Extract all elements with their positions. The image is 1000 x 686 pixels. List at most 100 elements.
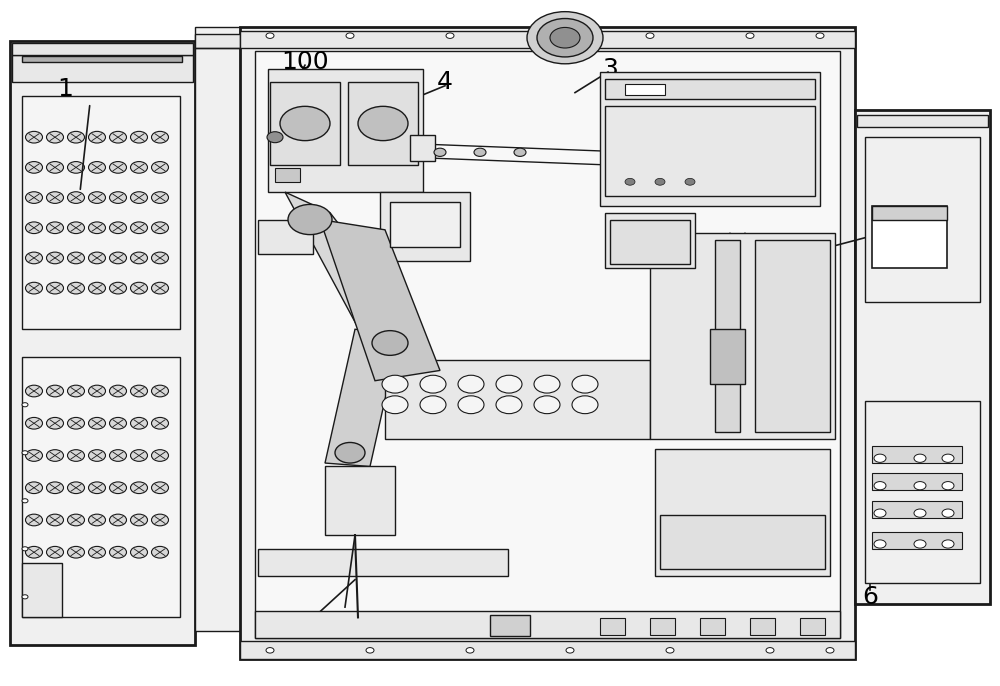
Circle shape [110,482,127,494]
Circle shape [110,385,127,397]
Circle shape [130,417,148,429]
Bar [325,466,395,535]
Bar [855,110,990,604]
Bar [750,618,775,635]
Circle shape [152,222,168,233]
Circle shape [942,482,954,490]
Bar [660,514,825,569]
Circle shape [914,454,926,462]
Circle shape [914,509,926,517]
Circle shape [68,482,85,494]
Circle shape [47,417,64,429]
Bar [275,168,300,182]
Circle shape [47,514,64,525]
Text: 5: 5 [892,215,908,238]
Text: 4: 4 [437,71,453,94]
Bar [258,549,508,576]
Circle shape [68,417,85,429]
Circle shape [420,375,446,393]
Circle shape [152,385,168,397]
Bar [348,82,418,165]
Circle shape [130,482,148,494]
Circle shape [47,282,64,294]
Circle shape [914,482,926,490]
Circle shape [22,451,28,455]
Circle shape [874,540,886,548]
Circle shape [458,375,484,393]
Text: 1: 1 [57,78,73,101]
Circle shape [152,191,168,203]
Circle shape [26,282,42,294]
Circle shape [534,396,560,414]
Bar [12,55,193,82]
Circle shape [496,375,522,393]
Circle shape [152,546,168,558]
Circle shape [550,27,580,48]
Bar [22,563,62,617]
Circle shape [572,396,598,414]
Circle shape [110,417,127,429]
Bar [872,532,962,549]
Bar [872,446,962,463]
Text: 6: 6 [862,585,878,608]
Bar [255,611,840,638]
Bar [650,618,675,635]
Circle shape [68,162,85,174]
Circle shape [358,106,408,141]
Circle shape [26,514,42,525]
Circle shape [68,222,85,233]
Bar [715,240,740,432]
Circle shape [382,375,408,393]
Bar [605,79,815,99]
Circle shape [26,482,42,494]
Circle shape [26,162,42,174]
Circle shape [47,482,64,494]
Circle shape [546,33,554,38]
Circle shape [47,222,64,233]
Circle shape [110,282,127,294]
Bar [240,27,855,659]
Circle shape [68,385,85,397]
Bar [655,449,830,576]
Circle shape [266,33,274,38]
Circle shape [110,514,127,525]
Bar [710,329,745,384]
Text: 100: 100 [281,50,329,73]
Bar [865,137,980,302]
Circle shape [88,385,106,397]
Circle shape [914,540,926,548]
Polygon shape [325,329,400,466]
Bar [872,206,947,268]
Circle shape [537,19,593,57]
Polygon shape [320,220,440,381]
Circle shape [874,482,886,490]
Circle shape [130,450,148,461]
Circle shape [47,191,64,203]
Circle shape [366,648,374,653]
Bar [22,56,182,62]
Bar [600,72,820,206]
Circle shape [88,417,106,429]
Circle shape [22,403,28,407]
Circle shape [130,191,148,203]
Circle shape [152,162,168,174]
Circle shape [466,648,474,653]
Bar [490,615,530,636]
Text: 2: 2 [287,619,303,643]
Bar [605,213,695,268]
Circle shape [372,331,408,355]
Bar [755,240,830,432]
Circle shape [47,450,64,461]
Circle shape [646,33,654,38]
Circle shape [26,222,42,233]
Circle shape [26,385,42,397]
Circle shape [514,148,526,156]
Circle shape [527,12,603,64]
Circle shape [474,148,486,156]
Bar [240,31,855,48]
Circle shape [130,252,148,263]
Circle shape [942,454,954,462]
Circle shape [335,442,365,463]
Circle shape [685,178,695,185]
Circle shape [47,131,64,143]
